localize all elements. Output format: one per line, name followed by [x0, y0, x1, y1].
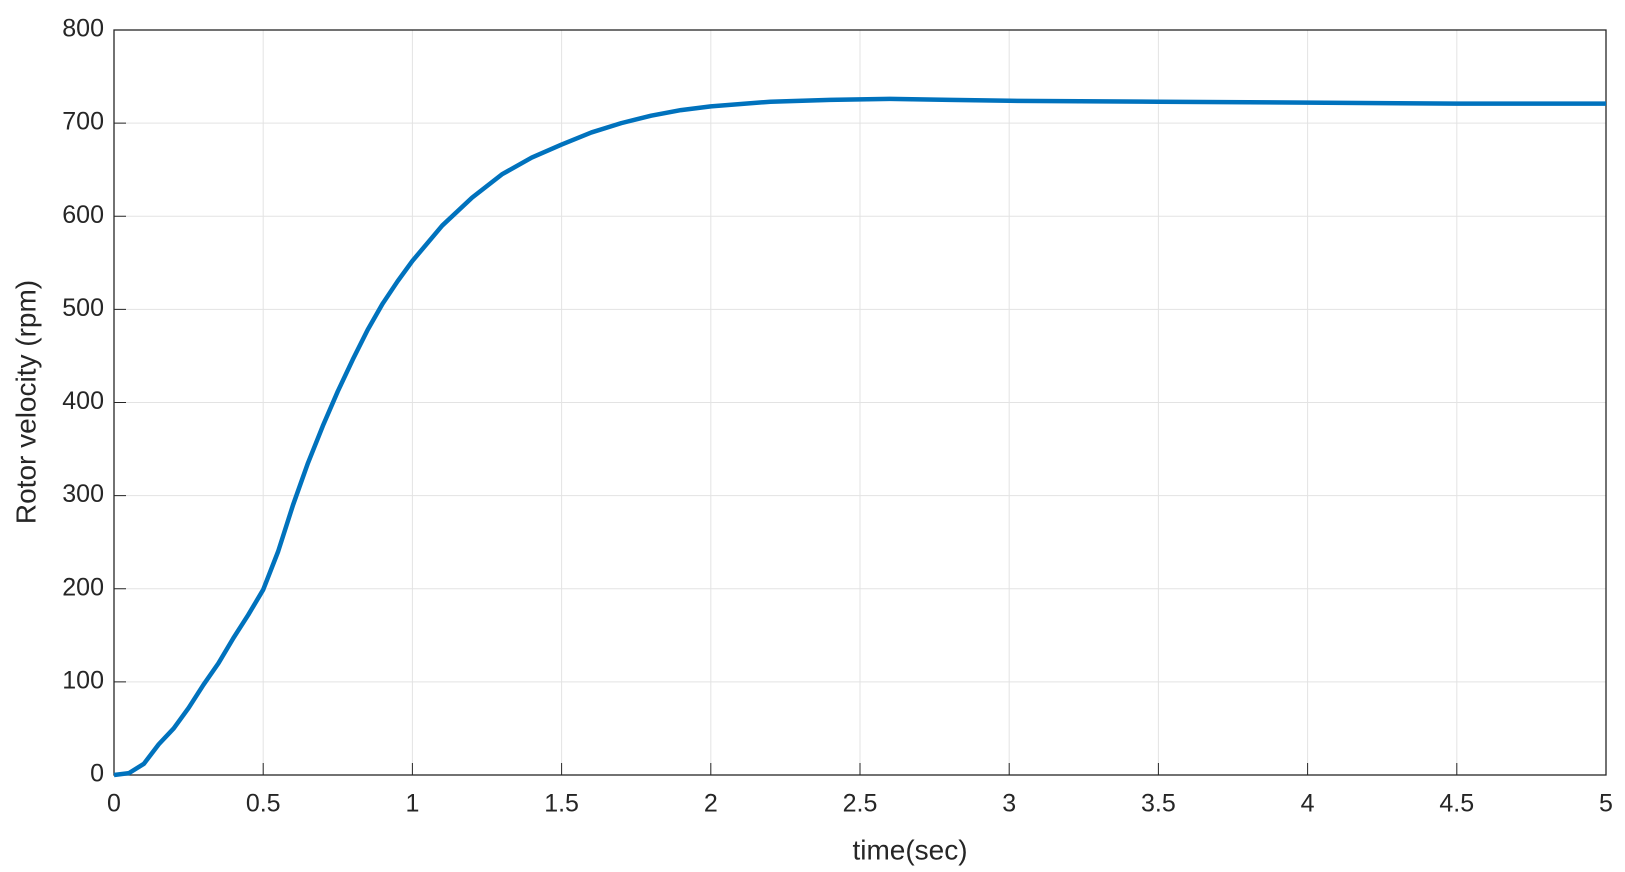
data-line: [113, 96, 1606, 778]
x-tick-label: 0.5: [246, 790, 281, 818]
y-tick-label: 600: [62, 201, 104, 229]
y-tick-label: 100: [62, 666, 104, 694]
plot-frame: [113, 29, 1607, 776]
x-tick-label: 3: [1002, 790, 1016, 818]
y-tick-label: 0: [90, 760, 104, 788]
y-tick-label: 400: [62, 387, 104, 415]
x-tick-label: 5: [1599, 790, 1613, 818]
x-tick-label: 0: [107, 790, 121, 818]
y-tick-label: 200: [62, 573, 104, 601]
y-tick-label: 300: [62, 480, 104, 508]
x-tick-label: 4.5: [1439, 790, 1474, 818]
x-tick-label: 3.5: [1141, 790, 1176, 818]
y-axis-label: Rotor velocity (rpm): [10, 280, 41, 524]
x-tick-label: 4: [1301, 790, 1315, 818]
y-tick-label: 700: [62, 108, 104, 136]
x-tick-label: 2.5: [843, 790, 878, 818]
x-tick-label: 2: [704, 790, 718, 818]
x-tick-label: 1: [405, 790, 419, 818]
x-tick-label: 1.5: [544, 790, 579, 818]
y-tick-label: 800: [62, 15, 104, 43]
x-axis-label: time(sec): [852, 834, 967, 865]
y-tick-label: 500: [62, 294, 104, 322]
